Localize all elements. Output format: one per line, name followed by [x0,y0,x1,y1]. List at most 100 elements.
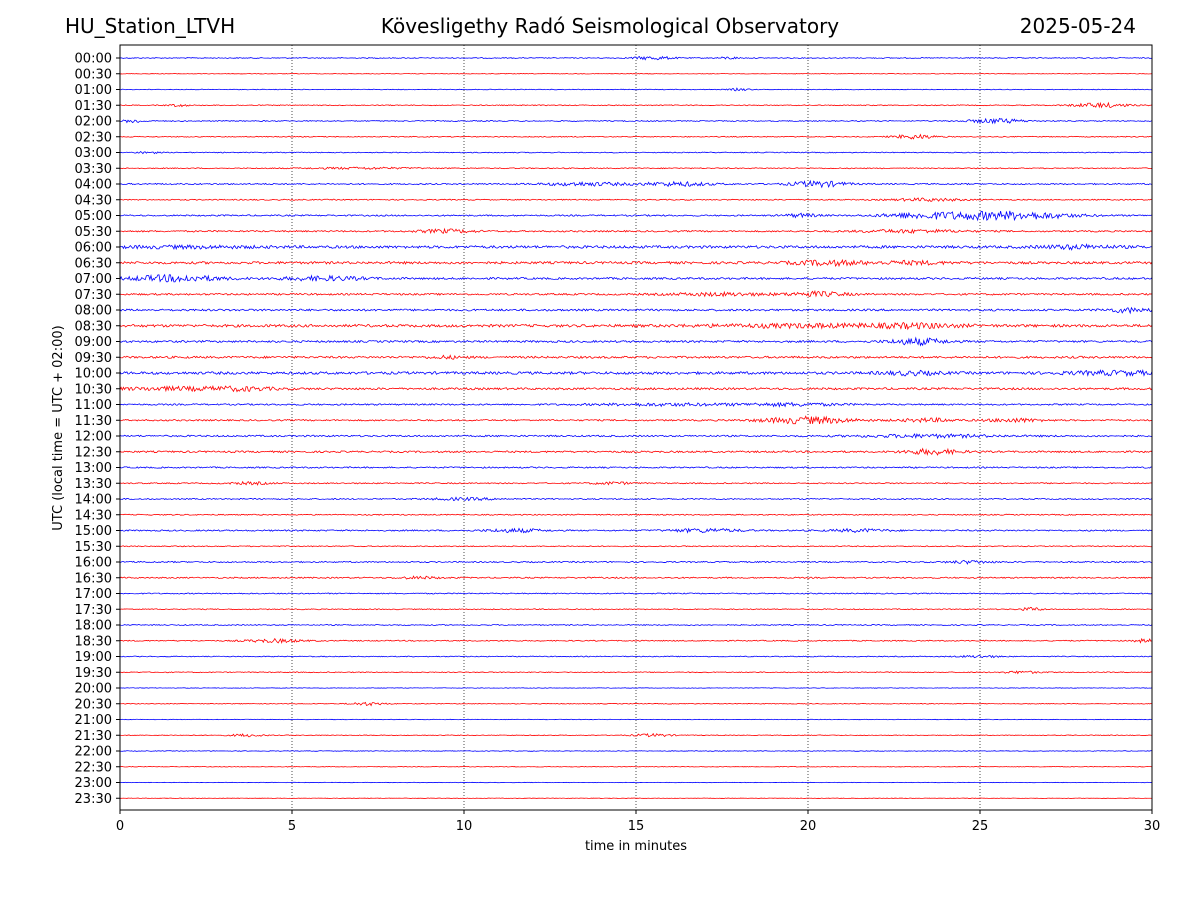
y-tick-label: 12:30 [75,445,112,460]
trace-row-1600 [119,559,1153,565]
y-tick-label: 19:30 [75,666,112,681]
plot-frame [119,44,1153,811]
trace-row-0700 [119,273,1153,283]
trace-row-0500 [119,210,1153,222]
y-tick-label: 06:30 [75,256,112,271]
trace-row-1330 [119,480,1153,486]
y-tick-label: 04:30 [75,193,112,208]
y-tick-label: 13:00 [75,461,112,476]
y-tick-label: 18:30 [75,634,112,649]
y-tick-label: 23:00 [75,776,112,791]
y-tick-label: 07:30 [75,288,112,303]
y-tick-label: 09:30 [75,351,112,366]
trace-row-1130 [119,415,1153,425]
trace-row-1200 [119,433,1153,440]
trace-row-1830 [119,637,1153,644]
x-tick-label: 5 [288,819,296,834]
y-tick-label: 04:00 [75,178,112,193]
y-tick-label: 17:00 [75,587,112,602]
trace-row-1230 [119,447,1153,456]
y-tick-label: 23:30 [75,792,112,807]
y-tick-label: 21:00 [75,713,112,728]
y-tick-label: 15:00 [75,524,112,539]
trace-row-1900 [119,654,1153,659]
trace-row-0400 [119,179,1153,189]
trace-row-2230 [119,766,1153,768]
trace-row-1700 [119,592,1153,595]
y-tick-label: 16:30 [75,571,112,586]
trace-row-1300 [119,466,1153,469]
row-time-labels: 00:0000:3001:0001:3002:0002:3003:0003:30… [75,52,120,807]
trace-row-0430 [119,197,1153,202]
y-tick-label: 01:00 [75,83,112,98]
trace-row-0030 [119,73,1153,75]
trace-row-2200 [119,750,1153,752]
trace-row-0200 [119,117,1153,125]
trace-row-0730 [119,289,1153,298]
y-tick-label: 10:00 [75,367,112,382]
trace-row-2030 [119,701,1153,707]
y-tick-label: 22:30 [75,760,112,775]
trace-row-1530 [119,545,1153,548]
y-tick-label: 22:00 [75,745,112,760]
y-tick-label: 00:00 [75,52,112,67]
trace-row-0230 [119,133,1153,140]
x-tick-label: 20 [800,819,817,834]
trace-row-0300 [119,150,1153,155]
y-tick-label: 14:30 [75,508,112,523]
trace-row-0330 [119,166,1153,171]
trace-row-0130 [119,101,1153,109]
grid-lines [291,45,981,810]
trace-row-0000 [119,55,1153,61]
trace-row-1930 [119,670,1153,675]
y-tick-label: 02:30 [75,130,112,145]
y-tick-label: 16:00 [75,556,112,571]
trace-row-2000 [119,687,1153,689]
y-tick-label: 06:00 [75,241,112,256]
y-tick-label: 14:00 [75,493,112,508]
y-tick-label: 17:30 [75,603,112,618]
y-tick-label: 13:30 [75,477,112,492]
y-tick-label: 11:00 [75,398,112,413]
y-tick-label: 02:00 [75,115,112,130]
y-tick-label: 05:00 [75,209,112,224]
trace-row-1000 [119,368,1153,378]
y-tick-label: 09:00 [75,335,112,350]
trace-row-2130 [119,732,1153,738]
y-tick-label: 08:00 [75,304,112,319]
y-tick-label: 00:30 [75,67,112,82]
trace-row-1400 [119,496,1153,502]
trace-row-1630 [119,575,1153,580]
x-tick-label: 30 [1144,819,1161,834]
trace-row-1100 [119,401,1153,408]
x-tick-label: 15 [628,819,645,834]
y-tick-label: 10:30 [75,382,112,397]
trace-row-0630 [119,258,1153,268]
x-tick-label: 10 [456,819,473,834]
trace-row-0830 [119,321,1153,331]
y-tick-label: 12:00 [75,430,112,445]
y-tick-label: 18:00 [75,619,112,634]
y-tick-label: 19:00 [75,650,112,665]
trace-row-0600 [119,243,1153,251]
y-tick-label: 20:00 [75,682,112,697]
x-axis-ticks: 0 5 10 15 20 25 30 [116,810,1160,834]
y-tick-label: 01:30 [75,99,112,114]
trace-row-2100 [119,718,1153,721]
trace-row-1500 [119,527,1153,534]
y-tick-label: 05:30 [75,225,112,240]
y-tick-label: 07:00 [75,272,112,287]
station-name: HU_Station_LTVH [65,14,236,38]
trace-row-1730 [119,606,1153,611]
trace-row-1030 [119,384,1153,393]
y-tick-label: 03:00 [75,146,112,161]
trace-row-0530 [119,227,1153,235]
observatory-title: Kövesligethy Radó Seismological Observat… [380,14,840,38]
record-date: 2025-05-24 [1019,14,1136,38]
x-axis-label: time in minutes [585,839,687,854]
trace-row-1430 [119,513,1153,516]
y-tick-label: 08:30 [75,319,112,334]
y-tick-label: 20:30 [75,697,112,712]
trace-row-0800 [119,306,1153,315]
